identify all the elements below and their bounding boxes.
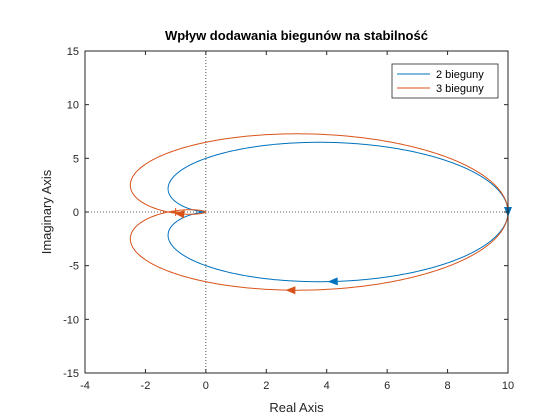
direction-arrow [174,210,185,219]
y-tick-label: 10 [67,100,79,112]
y-tick-label: -5 [69,261,79,273]
y-tick-label: -15 [63,368,79,380]
x-tick-label: -4 [80,380,90,392]
legend-label: 3 bieguny [436,83,484,95]
x-tick-label: 8 [445,380,451,392]
x-tick-label: 2 [263,380,269,392]
y-axis-title: Imaginary Axis [39,169,54,254]
x-tick-label: 0 [203,380,209,392]
chart-title: Wpływ dodawania biegunów na stabilność [165,28,428,43]
y-tick-label: -10 [63,314,79,326]
y-tick-label: 15 [67,46,79,58]
x-tick-label: 4 [324,380,330,392]
axes-box [84,50,509,374]
x-tick-label: 10 [502,380,514,392]
direction-arrow [327,277,338,286]
y-tick-label: 0 [73,207,79,219]
legend: 2 bieguny 3 bieguny [391,63,499,99]
direction-arrow [285,286,296,295]
legend-box [391,63,499,99]
y-tick-label: 5 [73,153,79,165]
ticks-layer: -4 -2 0 2 4 6 8 10 -15 -10 -5 0 5 10 15 [63,46,514,392]
x-tick-label: 6 [384,380,390,392]
plot-area [85,51,508,373]
x-tick-label: -2 [141,380,151,392]
legend-label: 2 bieguny [436,69,484,81]
x-axis-title: Real Axis [269,400,324,415]
